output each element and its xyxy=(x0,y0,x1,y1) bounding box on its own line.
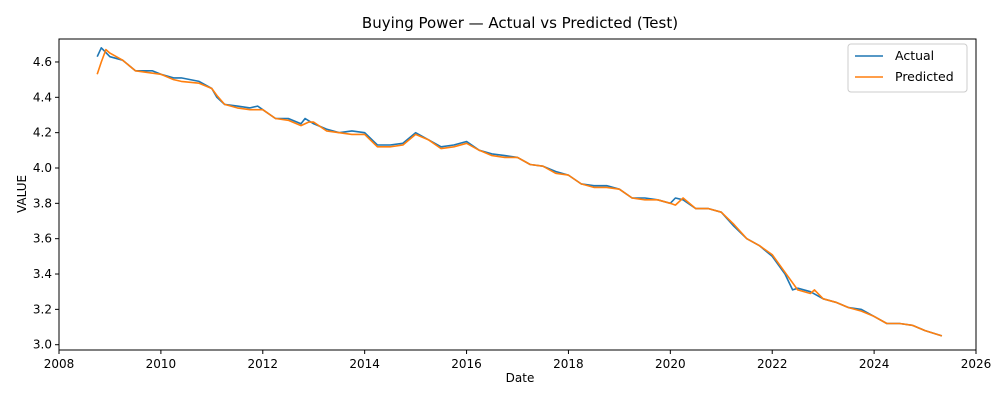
chart-title: Buying Power — Actual vs Predicted (Test… xyxy=(362,14,678,32)
x-tick-label: 2024 xyxy=(859,357,890,371)
series-line-actual xyxy=(96,46,943,337)
x-tick-label: 2022 xyxy=(757,357,788,371)
x-tick-label: 2020 xyxy=(655,357,686,371)
y-tick-label: 4.0 xyxy=(33,161,52,175)
x-axis-label: Date xyxy=(506,371,535,385)
y-axis-ticks: 3.0 3.2 3.4 3.6 3.8 4.0 4.2 4.4 4.6 xyxy=(33,55,59,352)
y-tick-label: 4.6 xyxy=(33,55,52,69)
y-tick-label: 3.0 xyxy=(33,338,52,352)
x-tick-label: 2008 xyxy=(44,357,75,371)
legend-label-predicted: Predicted xyxy=(895,69,954,84)
x-axis-ticks: 2008 2010 2012 2014 2016 2018 2020 2022 2024 2026 xyxy=(44,350,992,371)
y-tick-label: 3.8 xyxy=(33,196,52,210)
x-tick-label: 2016 xyxy=(451,357,482,371)
y-tick-label: 4.4 xyxy=(33,90,52,104)
y-tick-label: 3.6 xyxy=(33,232,52,246)
series-line-predicted xyxy=(96,48,943,337)
x-tick-label: 2012 xyxy=(248,357,279,371)
legend: Actual Predicted xyxy=(847,43,968,93)
x-tick-label: 2018 xyxy=(553,357,584,371)
x-tick-label: 2026 xyxy=(961,357,992,371)
plot-frame xyxy=(58,38,977,351)
x-tick-label: 2014 xyxy=(349,357,380,371)
y-tick-label: 3.2 xyxy=(33,302,52,316)
x-tick-label: 2010 xyxy=(146,357,177,371)
plot-lines xyxy=(96,46,943,337)
y-axis-label: VALUE xyxy=(15,175,29,213)
y-tick-label: 4.2 xyxy=(33,126,52,140)
y-tick-label: 3.4 xyxy=(33,267,52,281)
legend-label-actual: Actual xyxy=(895,48,934,63)
